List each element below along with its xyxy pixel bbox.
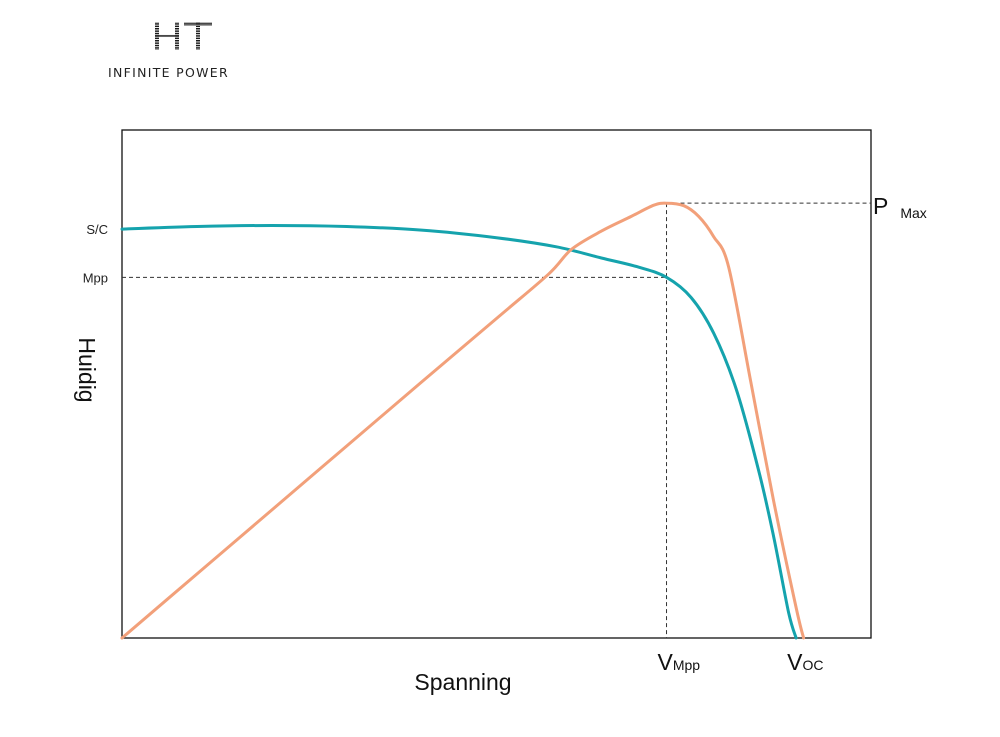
series-line-power — [120, 201, 806, 640]
brand-tagline: INFINITE POWER — [108, 65, 229, 80]
y-axis-title: Huidig — [74, 337, 100, 402]
y-marker-labels: S/C Mpp — [83, 222, 108, 285]
x-marker-label-voc: VOC — [787, 649, 823, 675]
pmax-label-sub: Max — [900, 205, 926, 221]
x-marker-label-vmpp: VMpp — [658, 649, 701, 675]
y-marker-label-sc: S/C — [86, 222, 108, 237]
brand-logo: INFINITE POWER — [100, 16, 266, 86]
x-marker-label-sub: Mpp — [673, 657, 700, 673]
series-layer — [120, 201, 806, 640]
series-line-current — [120, 224, 798, 640]
y-marker-label-mpp: Mpp — [83, 270, 108, 285]
x-marker-label-sub: OC — [802, 657, 823, 673]
pmax-label: P Max — [873, 193, 927, 221]
x-marker-label-main: V — [787, 649, 803, 675]
plot-frame — [121, 129, 872, 639]
pmax-label-main: P — [873, 193, 888, 219]
logo-mark-icon — [155, 22, 212, 50]
x-marker-labels: VMpp VOC — [658, 649, 824, 675]
x-axis-title: Spanning — [414, 669, 511, 695]
x-marker-label-main: V — [658, 649, 674, 675]
